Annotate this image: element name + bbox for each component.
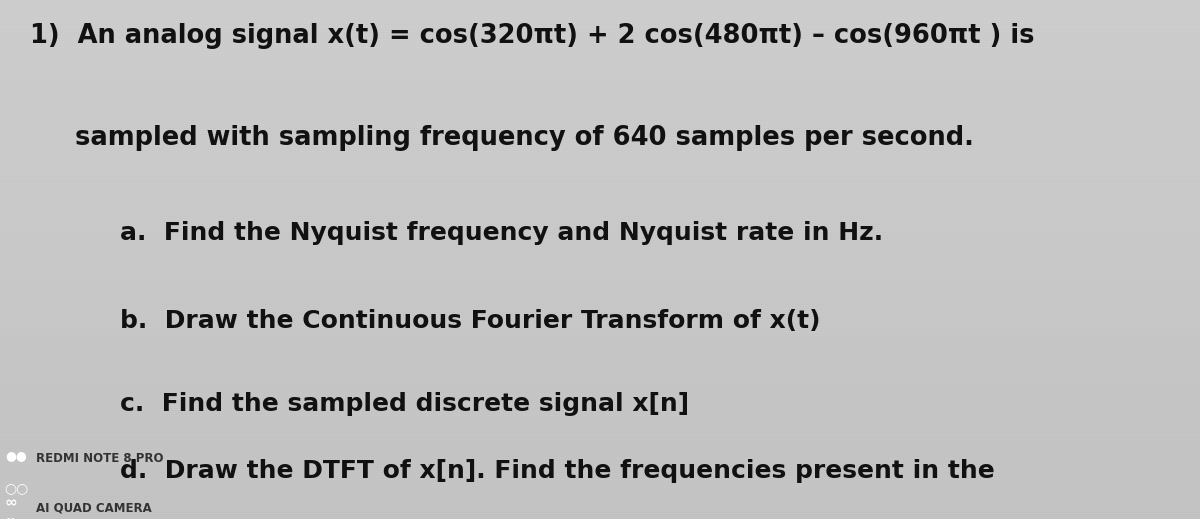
Text: ∞: ∞ [5, 494, 18, 509]
Text: a.  Find the Nyquist frequency and Nyquist rate in Hz.: a. Find the Nyquist frequency and Nyquis… [120, 221, 883, 244]
Text: REDMI NOTE 8 PRO: REDMI NOTE 8 PRO [36, 452, 163, 465]
Text: AI QUAD CAMERA: AI QUAD CAMERA [36, 502, 151, 515]
Text: sampled with sampling frequency of 640 samples per second.: sampled with sampling frequency of 640 s… [30, 125, 974, 151]
Text: ●●: ●● [5, 449, 26, 462]
Text: 1)  An analog signal x(t) = cos(320πt) + 2 cos(480πt) – cos(960πt ) is: 1) An analog signal x(t) = cos(320πt) + … [30, 23, 1034, 49]
Text: ∞: ∞ [5, 514, 16, 519]
Text: ○○: ○○ [5, 482, 29, 496]
Text: c.  Find the sampled discrete signal x[n]: c. Find the sampled discrete signal x[n] [120, 392, 689, 416]
Text: b.  Draw the Continuous Fourier Transform of x(t): b. Draw the Continuous Fourier Transform… [120, 309, 821, 333]
Text: d.  Draw the DTFT of x[n]. Find the frequencies present in the: d. Draw the DTFT of x[n]. Find the frequ… [120, 459, 995, 483]
